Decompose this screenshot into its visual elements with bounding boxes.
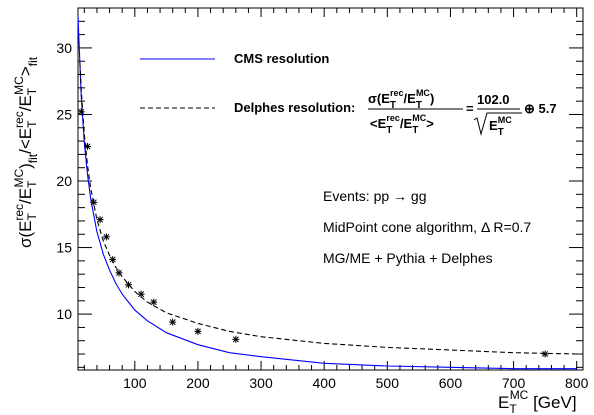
x-tick-label: 700: [502, 375, 526, 391]
delphes-data-point: [125, 281, 132, 289]
svg-text:σ(ETrec/ETMC): σ(ETrec/ETMC): [368, 88, 434, 111]
plot-frame: [77, 7, 584, 371]
formula-coef: 102.0: [477, 92, 510, 107]
legend: CMS resolution Delphes resolution: σ(ETr…: [140, 51, 557, 138]
annotation-events: Events: pp → gg: [323, 188, 427, 204]
x-axis-title: ETMC [GeV]: [498, 388, 577, 415]
delphes-data-point: [150, 298, 158, 306]
legend-cms-label: CMS resolution: [234, 51, 329, 66]
legend-delphes-label: Delphes resolution:: [234, 100, 355, 115]
y-tick-label: 30: [56, 40, 72, 56]
y-tick-label: 25: [56, 106, 72, 122]
delphes-data-point: [541, 350, 549, 358]
delphes-data-point: [109, 256, 117, 264]
delphes-data-point: [194, 327, 202, 335]
delphes-data-point: [115, 269, 123, 277]
legend-delphes-formula: σ(ETrec/ETMC) <ETrec/ETMC> = 102.0 ETMC …: [368, 88, 557, 138]
delphes-data-point: [90, 198, 98, 206]
x-tick-label: 600: [439, 375, 463, 391]
axes: 100 200 300 400 500 600 700 800 10 15 20 25 30: [56, 7, 589, 391]
series-layer: [77, 15, 577, 370]
y-tick-label: 20: [56, 173, 72, 189]
formula-sigma: σ(E: [368, 91, 390, 106]
delphes-data-point: [137, 290, 145, 298]
x-tick-label: 200: [186, 375, 210, 391]
svg-text:ETMC: ETMC: [489, 115, 512, 138]
y-axis-title: σ(ETrec/ETMC)fit/<ETrec/ETMC>fit: [12, 56, 40, 248]
x-tick-label: 400: [313, 375, 337, 391]
x-tick-label: 300: [249, 375, 273, 391]
y-tick-label: 10: [56, 306, 72, 322]
annotation-generator: MG/ME + Pythia + Delphes: [323, 250, 493, 266]
x-tick-label: 800: [565, 375, 589, 391]
x-tick-label: 500: [376, 375, 400, 391]
x-tick-label: 100: [123, 375, 147, 391]
delphes-data-point: [83, 142, 91, 150]
delphes-data-point: [232, 335, 240, 343]
annotation-algorithm: MidPoint cone algorithm, Δ R=0.7: [323, 219, 531, 235]
y-tick-label: 15: [56, 240, 72, 256]
delphes-resolution-line: [79, 62, 577, 355]
delphes-data-point: [102, 233, 110, 241]
formula-const: ⊕ 5.7: [524, 101, 557, 116]
cms-resolution-line: [77, 15, 577, 370]
delphes-data-point: [77, 108, 85, 116]
delphes-data-point: [169, 318, 177, 326]
svg-text:=: =: [466, 101, 474, 116]
svg-text:<ETrec/ETMC>: <ETrec/ETMC>: [370, 113, 434, 136]
delphes-data-point: [96, 216, 104, 224]
